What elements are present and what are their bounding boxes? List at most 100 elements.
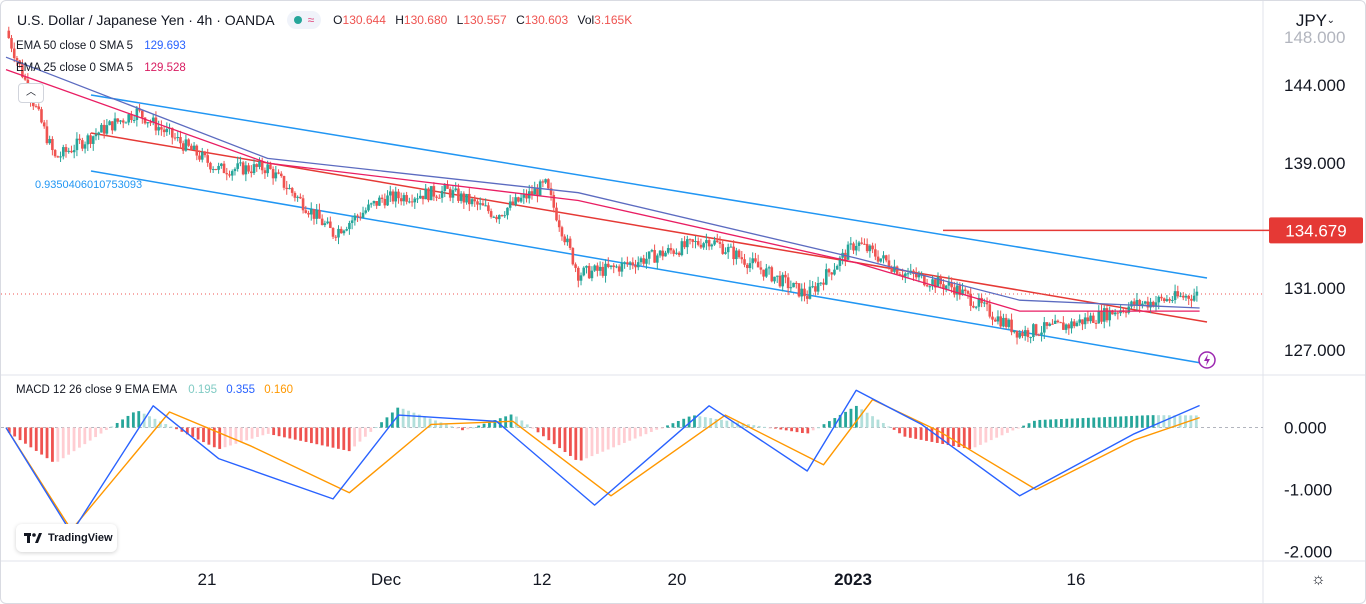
candle-body bbox=[309, 209, 313, 215]
macd-hist-bar bbox=[774, 427, 777, 429]
macd-hist-bar bbox=[304, 427, 308, 442]
candle-body bbox=[369, 203, 373, 205]
macd-hist-bar bbox=[968, 427, 972, 450]
candle-body bbox=[656, 255, 659, 263]
candle-body bbox=[696, 241, 700, 245]
macd-hist-bar bbox=[779, 427, 783, 430]
candle-body bbox=[476, 201, 479, 205]
macd-hist-bar bbox=[131, 412, 135, 428]
candle-body bbox=[91, 136, 95, 144]
macd-hist-bar bbox=[207, 427, 211, 445]
candle-body bbox=[247, 165, 250, 172]
candle-body bbox=[388, 191, 392, 196]
macd-hist-bar bbox=[78, 427, 81, 448]
candle-body bbox=[634, 265, 637, 268]
macd-hist-bar bbox=[185, 427, 189, 435]
candle-body bbox=[78, 138, 81, 141]
macd-hist-bar bbox=[272, 427, 276, 436]
macd-hist-bar bbox=[1022, 425, 1026, 428]
candle-body bbox=[323, 223, 327, 226]
tradingview-brand: TradingView bbox=[48, 532, 113, 544]
ohlc-h-key: H bbox=[395, 13, 404, 27]
symbol-title[interactable]: U.S. Dollar / Japanese Yen · 4h · OANDA bbox=[17, 12, 275, 28]
macd-hist-bar bbox=[358, 427, 362, 442]
macd-hist-bar bbox=[606, 427, 610, 450]
macd-hist-bar bbox=[725, 420, 729, 428]
macd-hist-bar bbox=[757, 425, 761, 428]
candle-body bbox=[1102, 308, 1106, 322]
candle-body bbox=[192, 145, 196, 150]
macd-hist-bar bbox=[579, 427, 583, 461]
ema50-legend[interactable]: EMA 50 close 0 SMA 5 129.693 bbox=[16, 40, 186, 52]
ema25-legend[interactable]: EMA 25 close 0 SMA 5 129.528 bbox=[16, 62, 186, 74]
tradingview-badge[interactable]: TradingView bbox=[16, 524, 117, 552]
candle-body bbox=[879, 258, 883, 262]
candle-body bbox=[70, 150, 73, 153]
candle-body bbox=[492, 216, 496, 218]
macd-hist-bar bbox=[234, 427, 238, 444]
price-tick-3: 127.000 bbox=[1284, 341, 1345, 360]
candle-body bbox=[350, 220, 354, 223]
candle-body bbox=[773, 276, 776, 282]
candle-body bbox=[348, 222, 351, 230]
candle-body bbox=[846, 244, 850, 260]
candle-body bbox=[141, 110, 144, 118]
candle-body bbox=[754, 258, 757, 262]
macd-hist-bar bbox=[849, 408, 853, 428]
candle-body bbox=[980, 297, 983, 304]
candle-body bbox=[1146, 301, 1150, 308]
macd-hist-bar bbox=[461, 427, 464, 431]
macd-hist-bar bbox=[104, 427, 108, 431]
macd-hist-bar bbox=[110, 426, 114, 428]
candle-body bbox=[451, 190, 455, 198]
macd-hist-bar bbox=[817, 427, 820, 429]
candle-body bbox=[209, 162, 212, 170]
candle-body bbox=[506, 207, 509, 216]
macd-hist-bar bbox=[277, 427, 281, 437]
macd-hist-bar bbox=[99, 427, 103, 434]
candle-body bbox=[40, 109, 43, 123]
candle-body bbox=[838, 257, 842, 266]
collapse-legend-button[interactable]: ︿ bbox=[18, 83, 44, 103]
candle-body bbox=[1162, 298, 1166, 302]
macd-hist-bar bbox=[239, 427, 243, 443]
candle-body bbox=[473, 199, 477, 202]
macd-hist-bar bbox=[169, 426, 173, 428]
candle-body bbox=[206, 155, 210, 163]
macd-signal-line bbox=[5, 398, 1200, 531]
macd-hist-bar bbox=[563, 427, 567, 453]
status-pill[interactable]: ≈ bbox=[286, 11, 322, 29]
candle-body bbox=[686, 239, 689, 248]
candle-body bbox=[1034, 324, 1038, 335]
candle-body bbox=[1072, 321, 1076, 327]
candle-body bbox=[12, 48, 16, 59]
candle-body bbox=[923, 274, 926, 286]
candle-body bbox=[666, 248, 670, 253]
candle-body bbox=[53, 150, 57, 157]
macd-hist-bar bbox=[1081, 418, 1085, 428]
candle-body bbox=[121, 120, 125, 123]
macd-hist-bar bbox=[56, 427, 60, 462]
candle-body bbox=[1132, 301, 1136, 306]
candle-body bbox=[1037, 334, 1041, 336]
macd-hist-bar bbox=[1167, 415, 1171, 428]
candle-body bbox=[124, 122, 128, 124]
candle-body bbox=[424, 188, 428, 200]
macd-legend[interactable]: MACD 12 26 close 9 EMA EMA 0.195 0.355 0… bbox=[16, 384, 293, 396]
time-tick-3: 20 bbox=[668, 570, 687, 589]
candle-body bbox=[190, 145, 193, 150]
candle-body bbox=[669, 248, 673, 251]
macd-hist-bar bbox=[331, 427, 335, 448]
candle-body bbox=[418, 195, 422, 199]
macd-hist-bar bbox=[13, 427, 17, 437]
settings-gear-icon[interactable]: ☼ bbox=[1311, 571, 1326, 588]
candle-body bbox=[500, 215, 504, 217]
currency-selector[interactable]: JPY bbox=[1295, 11, 1327, 30]
ohlc-c-value: 130.603 bbox=[524, 13, 569, 27]
chevron-down-icon[interactable]: ⌄ bbox=[1326, 15, 1335, 26]
candle-body bbox=[647, 251, 651, 259]
candle-body bbox=[127, 114, 130, 123]
candle-body bbox=[132, 119, 136, 121]
candle-body bbox=[220, 163, 223, 166]
